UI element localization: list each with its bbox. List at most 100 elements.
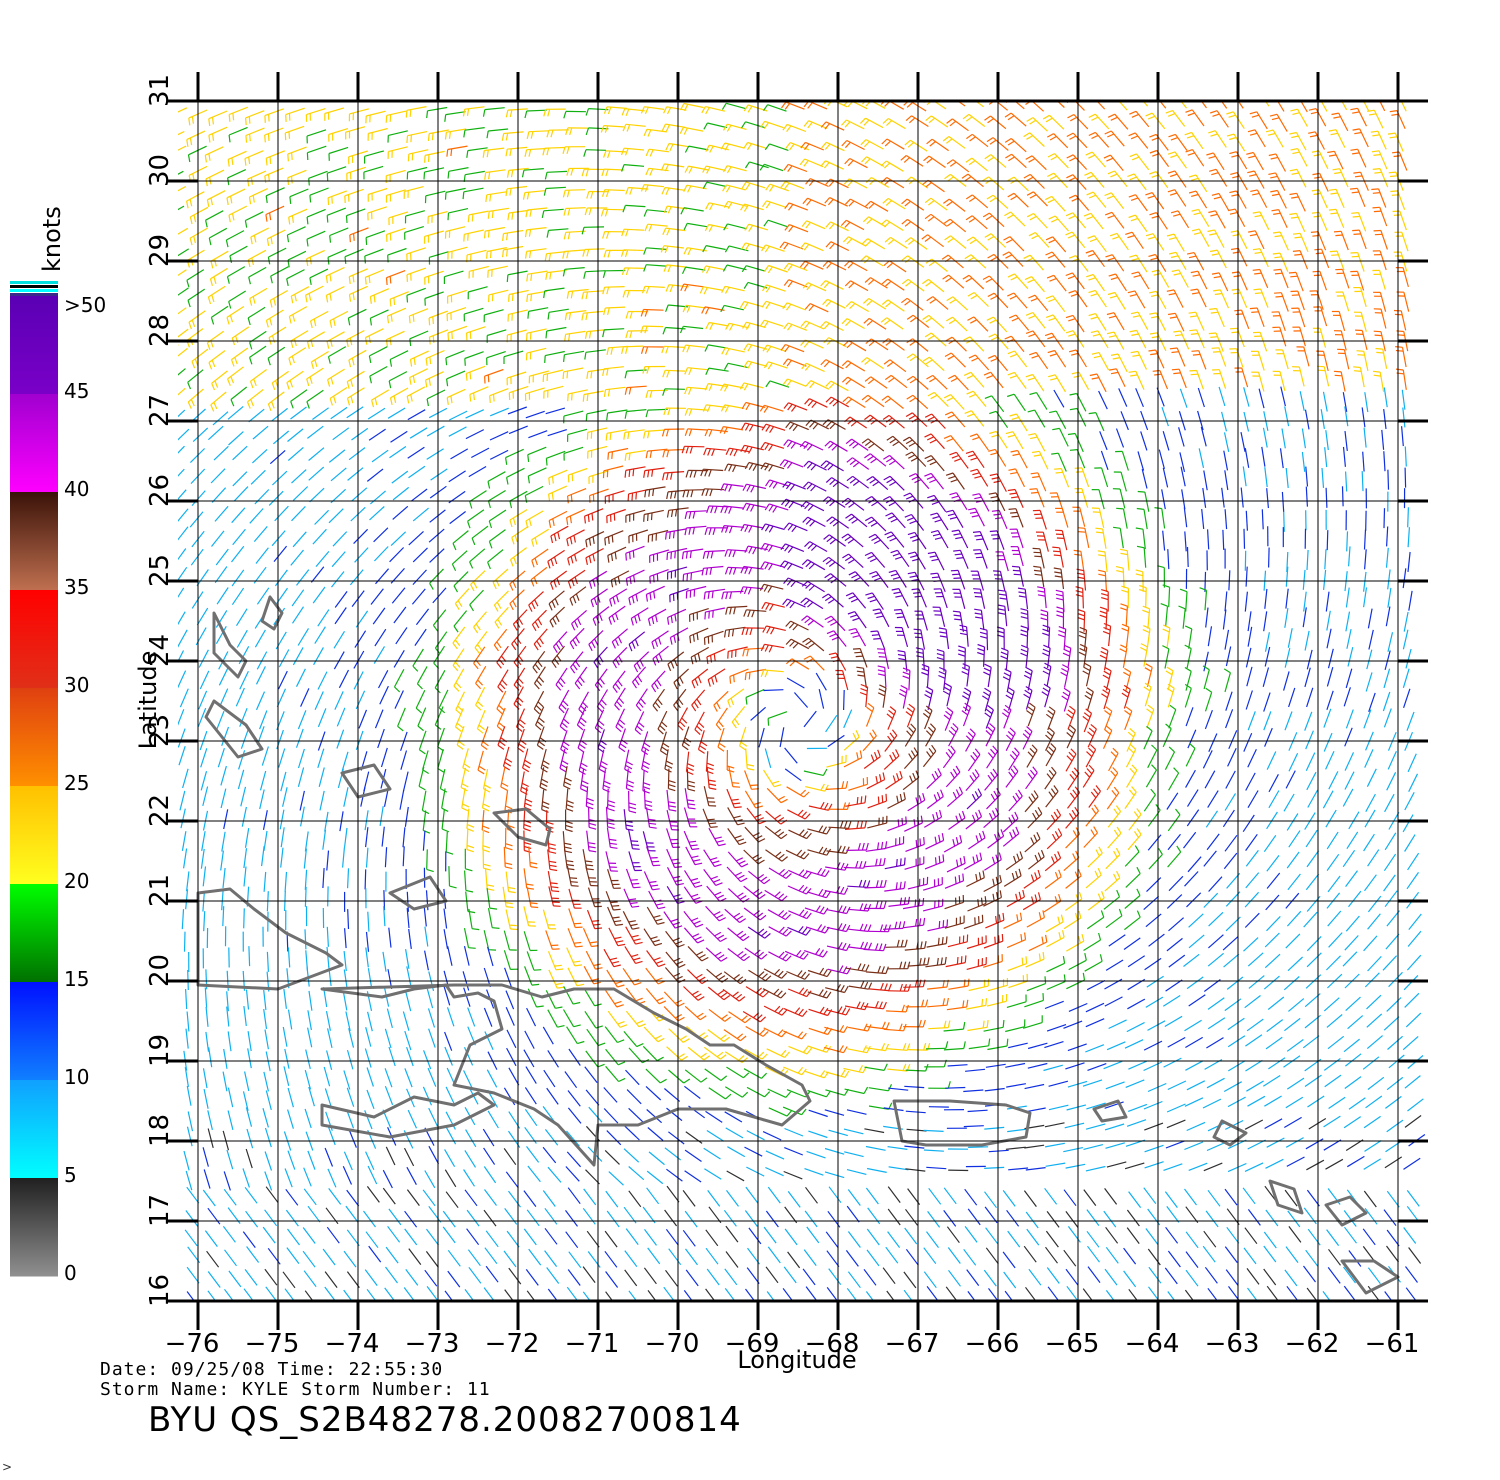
wind-barb-feather [1136,507,1145,510]
wind-barb-feather [673,682,678,690]
wind-barb [1101,467,1109,488]
wind-barb [268,247,287,258]
wind-barb [1284,608,1289,628]
wind-barb [371,449,389,463]
wind-barb-feather [529,250,532,259]
wind-barb-feather [333,396,337,404]
wind-barb [415,689,426,709]
wind-barb [452,530,469,544]
wind-barb [987,667,992,688]
wind-barb-feather [308,293,312,301]
wind-barb-feather [1034,573,1042,576]
wind-barb-feather [968,453,976,458]
wind-barb-feather [1023,674,1031,680]
wind-barb-feather [1071,197,1079,202]
wind-barb [484,147,505,152]
wind-barb-feather [1372,168,1381,170]
wind-barb-feather [1052,427,1060,431]
wind-barb-feather [1169,316,1178,319]
wind-barb-feather [1003,672,1011,677]
wind-barb [567,547,586,559]
wind-barb [235,687,245,707]
wind-barb [409,368,428,379]
wind-barb [207,425,224,441]
wind-barb-feather [644,346,649,354]
wind-barb-feather [724,630,727,638]
wind-barb [475,665,487,684]
wind-barb [969,336,985,352]
wind-barb-feather [549,272,552,280]
wind-barb [788,522,808,532]
wind-barb-feather [1048,374,1056,378]
wind-barb-feather [1062,652,1070,657]
wind-barb-feather [980,635,988,639]
wind-barb [528,591,544,606]
wind-barb-feather [905,495,914,500]
wind-barb [630,607,649,619]
wind-barb-feather [528,518,532,527]
wind-barb-feather [1107,170,1115,175]
wind-barb [287,250,307,261]
wind-barb-feather [1169,192,1178,196]
wind-barb-feather [1075,590,1083,593]
wind-barb [1111,254,1125,272]
wind-barb-feather [313,318,317,327]
wind-barb-feather [944,173,951,180]
wind-barb-feather [656,573,659,581]
wind-barb-feather [585,127,590,136]
wind-barb-feather [703,592,706,600]
wind-barb-feather [723,384,729,392]
wind-barb [859,648,868,668]
wind-barb [624,228,645,231]
wind-barb-feather [1068,215,1076,220]
wind-barb [728,646,748,652]
wind-barb [932,374,948,390]
wind-barb-feather [829,479,836,486]
wind-barb-feather [884,398,892,404]
wind-barb-feather [1116,507,1124,510]
wind-barb-feather [928,200,935,206]
wind-barb [1228,570,1231,591]
wind-barb [1335,209,1345,229]
wind-barb [526,147,547,151]
wind-barb-feather [930,572,938,575]
wind-barb [1016,528,1024,549]
wind-barb [625,466,646,471]
wind-barb [1174,170,1187,188]
wind-barb [1125,627,1130,648]
wind-barb-feather [787,280,793,288]
wind-barb-feather [553,533,557,542]
wind-barb-feather [725,323,730,330]
wind-barb-feather [882,118,889,124]
wind-barb-feather [787,324,793,331]
wind-barb-feather [709,322,714,330]
wind-barb-feather [628,644,633,652]
wind-barb-feather [763,122,769,129]
wind-barb-feather [972,436,980,441]
wind-barb-feather [534,663,541,671]
wind-barb-feather [945,277,953,283]
wind-barb [245,127,265,137]
wind-barb [705,245,726,251]
wind-barb-feather [969,511,978,514]
wind-barb [353,671,364,690]
wind-barb-feather [747,344,753,352]
wind-barb-feather [967,291,975,297]
wind-barb-feather [168,196,170,203]
wind-barb-feather [997,608,1006,611]
wind-barb-feather [1110,116,1118,121]
wind-barb [344,248,364,258]
wind-barb-feather [674,509,678,517]
wind-barb [743,523,764,529]
wind-barb-feather [1028,315,1036,319]
wind-barb-feather [949,516,958,520]
wind-barb-feather [720,305,725,313]
wind-barb-feather [1268,172,1276,175]
wind-barb-feather [865,592,873,596]
wind-barb-feather [926,138,933,145]
wind-barb [464,307,484,315]
wind-barb-feather [1371,97,1378,98]
wind-barb [306,249,325,260]
wind-barb-feather [1391,113,1399,116]
wind-barb-feather [895,595,903,598]
